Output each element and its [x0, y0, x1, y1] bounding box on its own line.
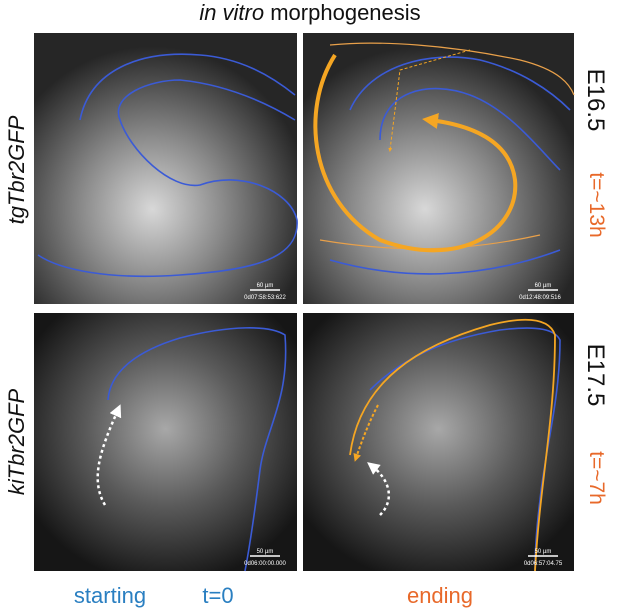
row-label: kiTbr2GFP	[4, 389, 29, 496]
timestamp: 0d06:57:04.75	[524, 561, 563, 567]
panel: 50 µm 0d06:57:04.75	[303, 313, 574, 572]
footer-label: t=0	[202, 583, 233, 608]
stage-label: E17.5	[582, 344, 609, 407]
panel: 50 µm 0d06:00:00.000	[34, 313, 297, 572]
title-text: morphogenesis	[270, 0, 420, 25]
time-label: t=~13h	[585, 172, 608, 237]
timestamp: 0d12:48:09:516	[519, 295, 561, 301]
row-label: tgTbr2GFP	[4, 115, 29, 224]
stage-label: E16.5	[582, 69, 609, 132]
timestamp: 0d06:00:00.000	[244, 561, 286, 567]
footer-label: ending	[407, 583, 473, 608]
title: in vitro morphogenesis	[199, 0, 420, 25]
scale-label: 50 µm	[257, 549, 274, 555]
scale-label: 50 µm	[535, 549, 552, 555]
panel: 60 µm 0d07:58:53:622	[34, 33, 298, 304]
panel: 60 µm 0d12:48:09:516	[303, 33, 575, 304]
title-italic: in vitro	[199, 0, 264, 25]
scale-label: 60 µm	[535, 283, 552, 289]
timestamp: 0d07:58:53:622	[244, 295, 286, 301]
scale-label: 60 µm	[257, 283, 274, 289]
time-label: t=~7h	[585, 451, 608, 505]
footer-label: starting	[74, 583, 146, 608]
